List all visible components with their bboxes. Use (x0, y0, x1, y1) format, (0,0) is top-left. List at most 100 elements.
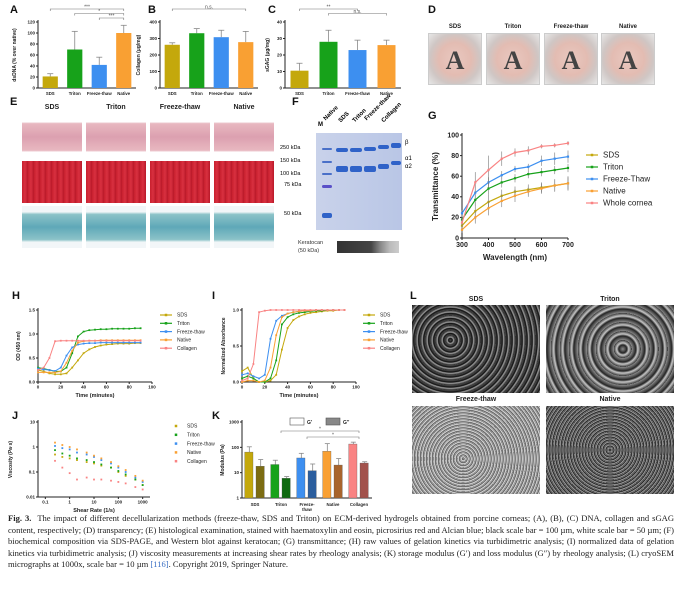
legend-label: Freeze-thaw (187, 441, 215, 447)
y-tick-label: 200 (149, 53, 157, 58)
data-point (500, 157, 503, 160)
data-point (487, 168, 490, 172)
data-point (269, 309, 272, 311)
storage-modulus-bar (322, 451, 332, 499)
data-point (281, 323, 283, 326)
y-tick-label: 20 (451, 215, 459, 222)
significance-bracket (328, 13, 387, 16)
storage-modulus-bar (244, 451, 254, 499)
x-category-label: Triton (191, 91, 203, 96)
data-point (88, 329, 91, 332)
data-point (71, 352, 74, 355)
y-tick-label: 1.0 (233, 308, 240, 313)
legend-label: Triton (603, 163, 623, 172)
data-point (100, 459, 103, 461)
series-line-freeze-thaw (461, 156, 569, 214)
d-photo-sds: A (428, 33, 482, 85)
data-point (71, 346, 74, 349)
data-point (48, 371, 51, 374)
data-point (76, 451, 78, 454)
panel-label-i: I (212, 290, 216, 302)
data-point (116, 342, 119, 345)
e-picrosirius-freeze-thaw (150, 161, 210, 203)
e-alcian-freeze-thaw (150, 206, 210, 248)
d-header-triton: Triton (504, 24, 522, 30)
data-point (246, 377, 249, 380)
data-point (116, 327, 119, 330)
legend-label: SDS (380, 313, 391, 319)
data-point (61, 466, 64, 469)
data-point (474, 216, 477, 219)
y-tick-label: 1.0 (29, 332, 36, 337)
data-point (61, 447, 64, 450)
data-point (263, 379, 266, 382)
legend-label: Collagen (380, 346, 400, 352)
data-point (590, 189, 594, 193)
data-point (99, 344, 102, 347)
data-point (54, 449, 56, 452)
y-axis-label: sGAG (µg/mg) (265, 38, 271, 72)
data-point (77, 335, 79, 338)
y-tick-label: 10 (234, 470, 240, 475)
bar-triton (189, 33, 205, 88)
x-category-label: Freeze-thaw (87, 91, 112, 96)
data-point (174, 424, 178, 428)
y-tick-label: 0.5 (233, 344, 240, 349)
data-point (76, 459, 78, 461)
data-point (303, 311, 306, 314)
y-tick-label: 40 (277, 20, 283, 25)
data-point (37, 367, 39, 370)
data-point (174, 459, 178, 463)
data-point (298, 309, 300, 311)
panel-label-c: C (268, 4, 276, 16)
data-point (37, 366, 39, 369)
x-tick-label: 80 (127, 385, 133, 390)
data-point (85, 453, 88, 456)
data-point (82, 352, 85, 355)
x-tick-label: 300 (456, 242, 468, 249)
data-point (527, 190, 530, 193)
data-point (134, 474, 137, 477)
legend-label: Native (187, 450, 201, 456)
data-point (122, 339, 125, 342)
data-point (68, 448, 71, 451)
storage-modulus-bar (348, 443, 358, 499)
data-point (54, 340, 56, 343)
loss-modulus-bar (255, 466, 265, 499)
x-tick-label: 60 (104, 385, 110, 390)
x-tick-label: 1 (68, 500, 71, 505)
y-tick-label: 1000 (229, 420, 240, 425)
data-point (540, 145, 543, 148)
x-category-label: Triton (323, 91, 335, 96)
bar-sds (164, 44, 180, 88)
data-point (286, 312, 289, 315)
data-point (286, 327, 289, 329)
data-point (94, 339, 96, 342)
x-axis-label: Time (minutes) (279, 393, 318, 399)
y-tick-label: 10 (277, 69, 283, 74)
data-point (275, 373, 278, 376)
caption-reference-link[interactable]: [116] (150, 559, 169, 570)
legend-label: SDS (187, 424, 198, 430)
significance-label: n.s. (205, 5, 213, 11)
data-point (367, 338, 371, 342)
y-tick-label: 1 (236, 496, 239, 501)
e-alcian-triton (86, 206, 146, 248)
data-point (37, 369, 39, 371)
d-header-sds: SDS (448, 24, 462, 30)
significance-bracket (98, 17, 125, 20)
e-he-freeze-thaw (150, 116, 210, 158)
data-point (111, 339, 113, 342)
d-header-freeze-thaw: Freeze-thaw (553, 24, 589, 30)
data-point (110, 466, 112, 469)
significance-bracket (280, 430, 360, 433)
data-point (124, 471, 127, 473)
data-point (286, 309, 289, 311)
x-category-label: Native (327, 502, 341, 507)
data-point (141, 484, 144, 486)
y-tick-label: 60 (451, 174, 459, 181)
e-alcian-sds (22, 206, 82, 248)
caption-copyright: . Copyright 2019, Springer Nature. (168, 559, 289, 570)
data-point (124, 482, 127, 485)
data-point (54, 370, 56, 372)
